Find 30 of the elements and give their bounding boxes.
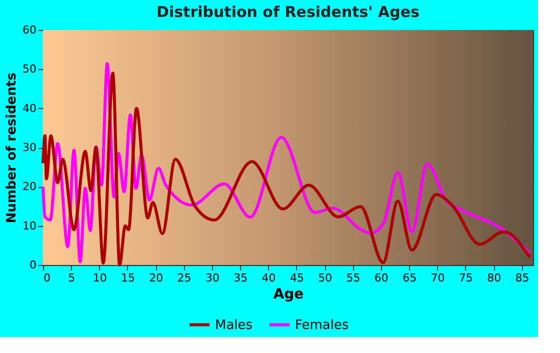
x-tick-label: 75 (458, 272, 473, 284)
x-tick-label: 60 (374, 272, 388, 284)
y-tick-label: 40 (22, 102, 36, 115)
legend-label: Males (215, 318, 253, 333)
x-tick-label: 15 (120, 272, 135, 284)
x-tick-label: 35 (234, 272, 248, 284)
x-tick-label: 20 (149, 272, 164, 284)
y-tick-label: 30 (22, 141, 36, 154)
x-tick-label: 10 (92, 272, 107, 284)
x-tick-label: 65 (402, 272, 417, 284)
y-tick-label: 50 (22, 62, 36, 76)
x-tick-label: 50 (318, 272, 332, 284)
x-tick-label: 25 (177, 272, 192, 284)
y-tick-label: 0 (30, 258, 36, 272)
x-tick-label: 55 (346, 272, 360, 284)
x-tick-label: 45 (290, 272, 304, 284)
x-tick-label: 5 (68, 272, 76, 284)
y-tick-label: 60 (22, 24, 36, 36)
x-axis-title: Age (273, 286, 304, 302)
legend-label: Females (295, 318, 350, 333)
chart-title: Distribution of Residents' Ages (156, 3, 420, 21)
x-tick-label: 70 (430, 272, 445, 284)
x-tick-label: 30 (205, 272, 220, 284)
y-tick-label: 10 (22, 219, 36, 232)
x-tick-label: 0 (44, 272, 50, 284)
x-tick-label: 40 (262, 272, 276, 284)
y-axis-title: Number of residents (4, 72, 20, 224)
x-tick-label: 80 (487, 272, 502, 284)
y-tick-label: 20 (22, 180, 36, 194)
x-tick-label: 85 (515, 272, 530, 284)
